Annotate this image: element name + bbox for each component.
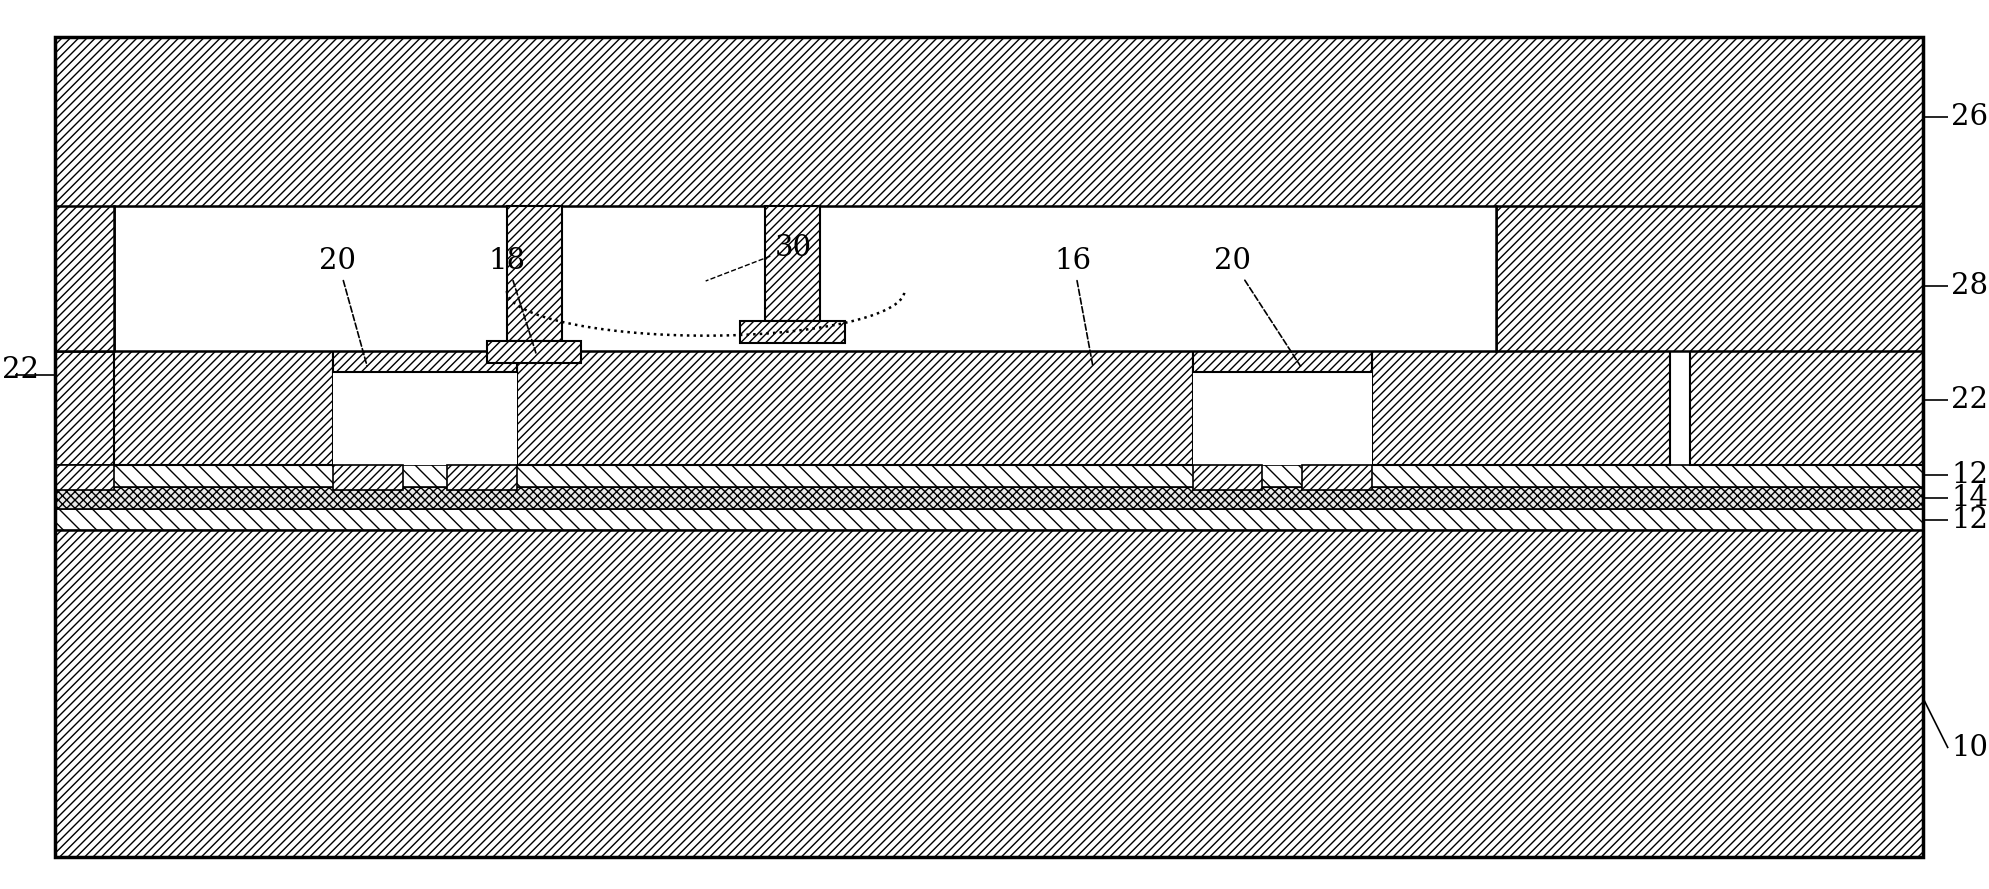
Text: 14: 14 <box>1951 484 1989 512</box>
Bar <box>1372 350 1669 465</box>
Bar <box>113 350 332 465</box>
Bar <box>1193 350 1372 465</box>
Text: 26: 26 <box>1951 103 1989 131</box>
Text: 16: 16 <box>1054 247 1092 365</box>
Bar <box>740 321 845 342</box>
Bar <box>448 465 517 490</box>
Text: 28: 28 <box>1951 272 1989 300</box>
Bar <box>332 465 402 490</box>
Bar <box>54 509 1923 531</box>
Bar <box>54 487 1923 509</box>
Bar <box>54 37 1923 241</box>
Bar <box>54 531 1923 858</box>
Text: 10: 10 <box>1951 734 1989 762</box>
Bar <box>517 350 1193 465</box>
Bar <box>332 350 517 465</box>
Bar <box>507 206 561 340</box>
Bar <box>1496 206 1923 350</box>
Bar <box>766 206 819 321</box>
Text: 22: 22 <box>2 356 40 384</box>
Text: 12: 12 <box>1951 461 1989 489</box>
Bar <box>54 465 113 490</box>
Bar <box>54 465 1923 487</box>
Bar <box>1193 465 1263 490</box>
Bar <box>54 350 113 465</box>
Text: 22: 22 <box>1951 387 1989 414</box>
Text: 20: 20 <box>1213 247 1301 366</box>
Bar <box>1689 350 1923 465</box>
Bar <box>487 340 581 363</box>
Text: 20: 20 <box>320 247 368 365</box>
Bar <box>54 206 113 350</box>
Text: 30: 30 <box>776 234 812 262</box>
Text: 18: 18 <box>489 247 535 353</box>
Bar <box>1193 350 1372 372</box>
Text: 12: 12 <box>1951 506 1989 533</box>
Bar <box>332 350 517 372</box>
Bar <box>113 206 1496 350</box>
Bar <box>1303 465 1372 490</box>
